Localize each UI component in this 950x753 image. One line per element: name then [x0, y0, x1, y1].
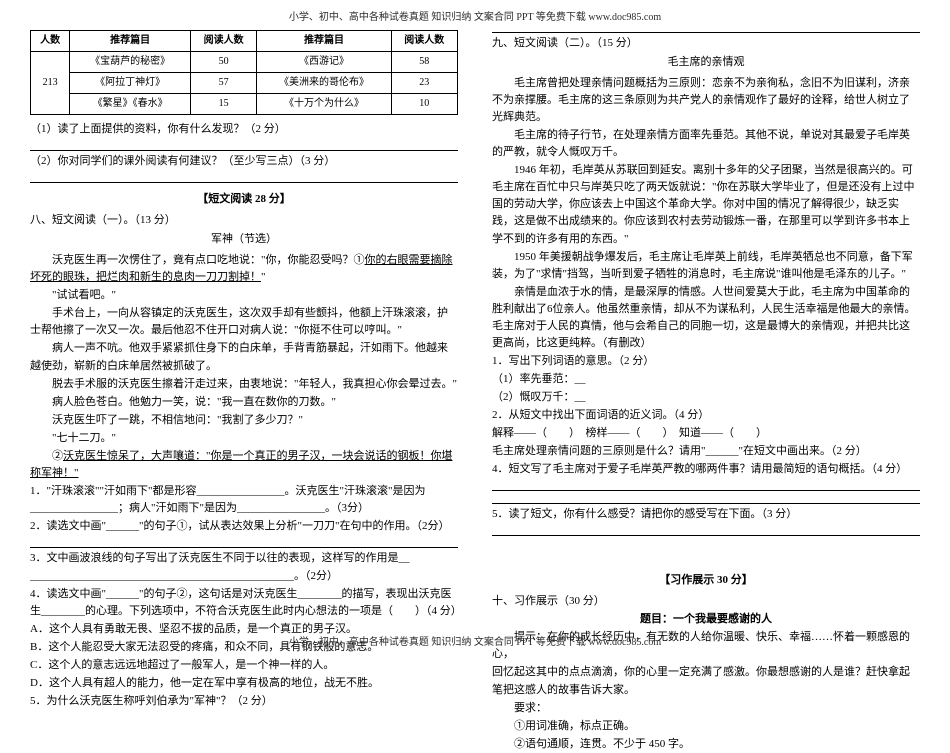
p8-q2: 2．读选文中画"______"的句子①，试从表达效果上分析"一刀刀"在句中的作用… [30, 518, 458, 535]
p9-q2r1: 解释——（ ） 榜样——（ ） 知道——（ ） [492, 425, 920, 442]
p8-underline2: 沃克医生惊呆了，大声嚷道："你是一个真正的男子汉，一块会说话的钢板！你堪称军神！… [30, 450, 453, 479]
passage8-title: 军神（节选） [30, 231, 458, 248]
cell-r2c2: 57 [190, 73, 256, 94]
p9-q4: 5．读了短文，你有什么感受？请把你的感受写在下面。（3 分） [492, 506, 920, 523]
writing-req1: ①用词准确，标点正确。 [492, 718, 920, 735]
cell-r1c2: 50 [190, 52, 256, 73]
right-column: 九、短文阅读（二）。（15 分） 毛主席的亲情观 毛主席曾把处理亲情问题概括为三… [492, 30, 920, 630]
writing-req2: ②语句通顺，连贯。不少于 450 字。 [492, 736, 920, 753]
passage9-title: 毛主席的亲情观 [492, 54, 920, 71]
p9-q3: 4．短文写了毛主席对于爱子毛岸英严教的哪两件事？请用最简短的语句概括。（4 分） [492, 461, 920, 478]
cell-r1c1: 《宝葫芦的秘密》 [70, 52, 191, 73]
p8-p4: 病人一声不吭。他双手紧紧抓住身下的白床单，手背青筋暴起，汗如雨下。他越来越使劲，… [30, 340, 458, 374]
p8-q5: 5．为什么沃克医生称呼刘伯承为"军神"？（2 分） [30, 693, 458, 710]
writing-req-label: 要求： [492, 700, 920, 717]
p8-q3a: 3．文中画波浪线的句子写出了沃克医生不同于以往的表现，这样写的作用是__ [30, 550, 458, 567]
page-header: 小学、初中、高中各种试卷真题 知识归纳 文案合同 PPT 等免费下载 www.d… [0, 10, 950, 26]
blank-line [30, 547, 458, 548]
blank-line [30, 150, 458, 151]
q1-text: （1）读了上面提供的资料，你有什么发现？（2 分） [30, 121, 458, 138]
p9-p3: 1946 年初，毛岸英从苏联回到延安。离别十多年的父子团聚，当然是很高兴的。可毛… [492, 162, 920, 247]
p8-p5: 脱去手术服的沃克医生擦着汗走过来，由衷地说："年轻人，我真担心你会晕过去。" [30, 376, 458, 393]
p8-p6: 病人脸色苍白。他勉力一笑，说："我一直在数你的刀数。" [30, 394, 458, 411]
p9-q2r2: 毛主席处理亲情问题的三原则是什么？请用"______"在短文中画出来。（2 分） [492, 443, 920, 460]
th-rec2: 推荐篇目 [257, 31, 391, 52]
writing-section-title: 【习作展示 30 分】 [492, 572, 920, 589]
p9-p1: 毛主席曾把处理亲情问题概括为三原则：恋亲不为亲徇私，念旧不为旧谋利，济亲不为亲撑… [492, 75, 920, 126]
p8-p1: 沃克医生再一次愣住了，竟有点口吃地说："你，你能忍受吗？①你的右眼需要摘除坏死的… [30, 252, 458, 286]
blank-line [492, 32, 920, 33]
p9-q1b: （2）慨叹万千：__ [492, 389, 920, 406]
cell-r2c3: 《美洲来的哥伦布》 [257, 73, 391, 94]
cell-r2c4: 23 [391, 73, 457, 94]
th-count: 人数 [31, 31, 70, 52]
p8-q4: 4．读选文中画"______"的句子②，这句话是对沃克医生________的描写… [30, 586, 458, 620]
p8-p9: ②沃克医生惊呆了，大声嚷道："你是一个真正的男子汉，一块会说话的钢板！你堪称军神… [30, 448, 458, 482]
cell-total: 213 [31, 52, 70, 115]
cell-r2c1: 《阿拉丁神灯》 [70, 73, 191, 94]
page-footer: 小学、初中、高中各种试卷真题 知识归纳 文案合同 PPT 等免费下载 www.d… [0, 635, 950, 651]
left-column: 人数 推荐篇目 阅读人数 推荐篇目 阅读人数 213 《宝葫芦的秘密》 50 《… [30, 30, 458, 630]
p9-q1a: （1）率先垂范：__ [492, 371, 920, 388]
cell-r3c2: 15 [190, 94, 256, 115]
blank-line [492, 535, 920, 536]
p8-p8: "七十二刀。" [30, 430, 458, 447]
p8-optC: C．这个人的意志远远地超过了一般军人，是一个神一样的人。 [30, 657, 458, 674]
cell-r3c4: 10 [391, 94, 457, 115]
writing-heading: 十、习作展示（30 分） [492, 593, 920, 610]
cell-r1c3: 《西游记》 [257, 52, 391, 73]
blank-line [492, 503, 920, 504]
cell-r3c1: 《繁星》《春水》 [70, 94, 191, 115]
cell-r1c4: 58 [391, 52, 457, 73]
th-rec1: 推荐篇目 [70, 31, 191, 52]
p8-p2: "试试看吧。" [30, 287, 458, 304]
blank-line [30, 182, 458, 183]
passage9-heading: 九、短文阅读（二）。（15 分） [492, 35, 920, 52]
reading-section-title: 【短文阅读 28 分】 [30, 191, 458, 208]
p8-q3b: ________________________________________… [30, 568, 458, 585]
reading-table: 人数 推荐篇目 阅读人数 推荐篇目 阅读人数 213 《宝葫芦的秘密》 50 《… [30, 30, 458, 115]
p9-q1: 1．写出下列词语的意思。（2 分） [492, 353, 920, 370]
p9-p5: 亲情是血浓于水的情，是最深厚的情感。人世间爱莫大于此，毛主席为中国革命的胜利献出… [492, 284, 920, 352]
blank-line [492, 490, 920, 491]
th-read2: 阅读人数 [391, 31, 457, 52]
q2-text: （2）你对同学们的课外阅读有何建议？（至少写三点）（3 分） [30, 153, 458, 170]
p8-optD: D．这个人具有超人的能力，他一定在军中享有极高的地位，战无不胜。 [30, 675, 458, 692]
p8-q1: 1．"汗珠滚滚""汗如雨下"都是形容________________。沃克医生"… [30, 483, 458, 517]
p8-p3: 手术台上，一向从容镇定的沃克医生，这次双手却有些颤抖，他额上汗珠滚滚，护士帮他擦… [30, 305, 458, 339]
cell-r3c3: 《十万个为什么》 [257, 94, 391, 115]
writing-topic: 题目：一个我最要感谢的人 [492, 611, 920, 628]
writing-prompt2: 回忆起这其中的点点滴滴，你的心里一定充满了感激。你最想感谢的人是谁？赶快拿起笔把… [492, 664, 920, 698]
passage8-heading: 八、短文阅读（一）。（13 分） [30, 212, 458, 229]
p9-p2: 毛主席的待子行节，在处理亲情方面率先垂范。其他不说，单说对其最爱子毛岸英的严教，… [492, 127, 920, 161]
p9-p4: 1950 年美援朝战争爆发后，毛主席让毛岸英上前线，毛岸英牺总也不同意，备下军装… [492, 249, 920, 283]
p8-p7: 沃克医生吓了一跳，不相信地问："我割了多少刀？" [30, 412, 458, 429]
th-read1: 阅读人数 [190, 31, 256, 52]
p9-q2: 2．从短文中找出下面词语的近义词。（4 分） [492, 407, 920, 424]
